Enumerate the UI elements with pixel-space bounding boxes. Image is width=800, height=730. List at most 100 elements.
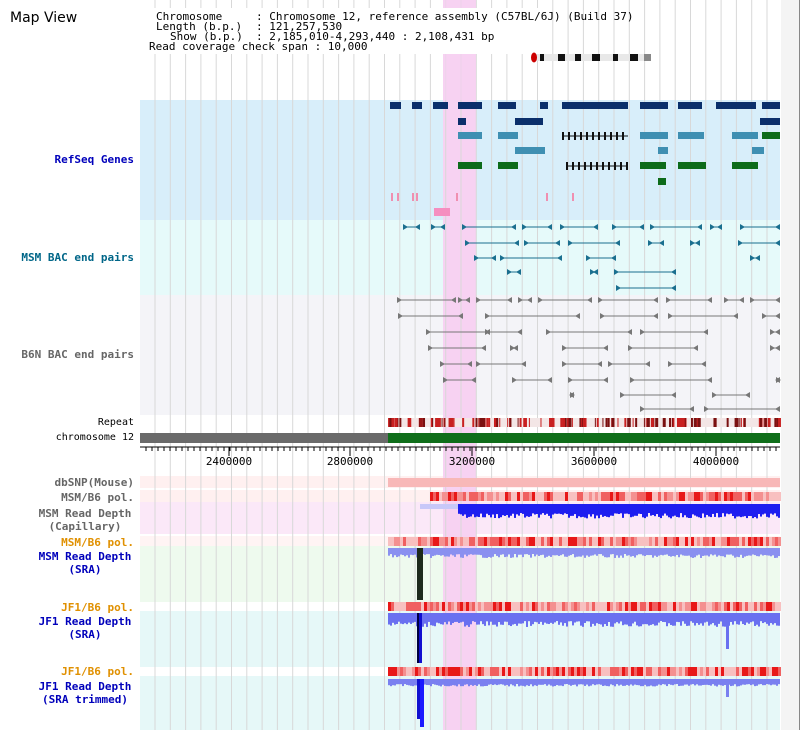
jf1-sra-depth [778,613,780,626]
msm-pol2-heat [430,537,433,546]
gene-block [433,102,448,109]
repeat-element [507,418,509,427]
vertical-scrollbar[interactable] [781,0,799,730]
jf1-sra-depth [442,613,444,625]
jf1-sra-depth [516,613,518,626]
b6n-bac-label[interactable]: B6N BAC end pairs [21,348,134,361]
jf1-trim-depth [664,679,666,685]
msm-pol2-heat [502,537,505,546]
jf1-pol-heat [661,602,664,611]
jf1-trim-depth [594,679,596,686]
msm-sra-depth [774,548,776,558]
msm-depth-capillary-label[interactable]: MSM Read Depth (Capillary) [38,507,132,533]
repeat-element [677,418,680,427]
refseq-genes-label[interactable]: RefSeq Genes [54,153,134,166]
jf1-trim-depth [600,679,602,685]
jf1-pol-heat [430,602,433,611]
msm-capillary-depth [620,504,622,514]
jf1-pol-heat [487,602,490,611]
jf1-pol-heat [658,602,661,611]
msm-pol2-label[interactable]: MSM/B6 pol. [61,536,134,549]
jf1-pol2-heat [463,667,466,676]
msm-sra-depth [696,548,698,556]
jf1-pol-heat [688,602,691,611]
ideogram-body [532,54,650,61]
msm-pol-heat [466,492,469,501]
jf1-depth-sra-label[interactable]: JF1 Read Depth (SRA) [38,615,132,641]
jf1-sra-depth [606,613,608,626]
msm-capillary-depth [560,504,562,515]
jf1-trim-depth [526,679,528,686]
jf1-pol2-heat [724,667,727,676]
repeat-element [448,418,452,427]
msm-sra-depth [466,548,468,557]
jf1-sra-depth [508,613,510,626]
msm-capillary-depth [610,504,612,516]
jf1-pol2-heat [550,667,553,676]
jf1-pol2-heat [544,667,547,676]
msm-capillary-depth [662,504,664,516]
msm-pol2-heat [625,537,628,546]
jf1-trim-depth [472,679,474,686]
msm-capillary-depth [702,504,704,514]
msm-pol2-heat [415,537,418,546]
jf1-pol2-heat [718,667,721,676]
jf1-trim-depth [712,679,714,685]
jf1-trim-depth [444,679,446,686]
msm-pol-heat [550,492,553,501]
msm-sra-depth [554,548,556,556]
msm-pol-heat [487,492,490,501]
jf1-sra-depth [532,613,534,625]
bac-end-arrow [547,377,552,383]
repeat-element [673,418,675,427]
jf1-trim-depth [612,679,614,686]
jf1-sra-depth [704,613,706,623]
jf1-sra-depth [468,613,470,627]
ideogram-end [644,54,651,61]
jf1-pol-heat [511,602,514,611]
jf1-pol-heat [703,602,706,611]
bac-end-arrow [440,224,445,230]
msm-depth-sra-label[interactable]: MSM Read Depth (SRA) [38,550,132,576]
jf1-sra-depth [608,613,610,622]
jf1-trim-depth [466,679,468,685]
msm-sra-depth [550,548,552,557]
msm-pol-heat [526,492,529,501]
repeat-element [627,418,630,427]
msm-sra-depth [670,548,672,557]
msm-sra-depth [666,548,668,555]
jf1-pol-label[interactable]: JF1/B6 pol. [61,601,134,614]
msm-capillary-low [420,504,458,509]
jf1-pol2-heat [628,667,631,676]
msm-pol2-heat [646,537,649,546]
pseudogene-mark [546,193,548,201]
repeat-element [462,418,465,427]
jf1-sra-depth [486,613,488,622]
jf1-sra-depth [408,613,410,623]
jf1-pol-heat [757,602,760,611]
bac-end-arrow [485,313,490,319]
jf1-pol2-label[interactable]: JF1/B6 pol. [61,665,134,678]
jf1-trim-depth [752,679,754,685]
jf1-pol2-heat [559,667,562,676]
jf1-trim-depth [488,679,490,685]
jf1-trim-depth [694,679,696,686]
repeat-element [605,418,608,427]
msm-capillary-depth [716,504,718,514]
msm-pol-label[interactable]: MSM/B6 pol. [61,491,134,504]
msm-sra-depth [424,548,426,555]
jf1-pol-heat [391,602,394,611]
msm-capillary-depth [718,504,720,518]
msm-bac-label[interactable]: MSM BAC end pairs [21,251,134,264]
msm-sra-depth [706,548,708,556]
jf1-sra-depth [680,613,682,626]
msm-capillary-depth [614,504,616,514]
jf1-depth-trimmed-label[interactable]: JF1 Read Depth (SRA trimmed) [38,680,132,706]
jf1-trim-depth [672,679,674,686]
jf1-sra-depth [406,613,408,625]
dbsnp-label[interactable]: dbSNP(Mouse) [54,476,134,489]
msm-sra-depth [436,548,438,555]
msm-sra-depth [500,548,502,555]
msm-pol2-heat [649,537,652,546]
